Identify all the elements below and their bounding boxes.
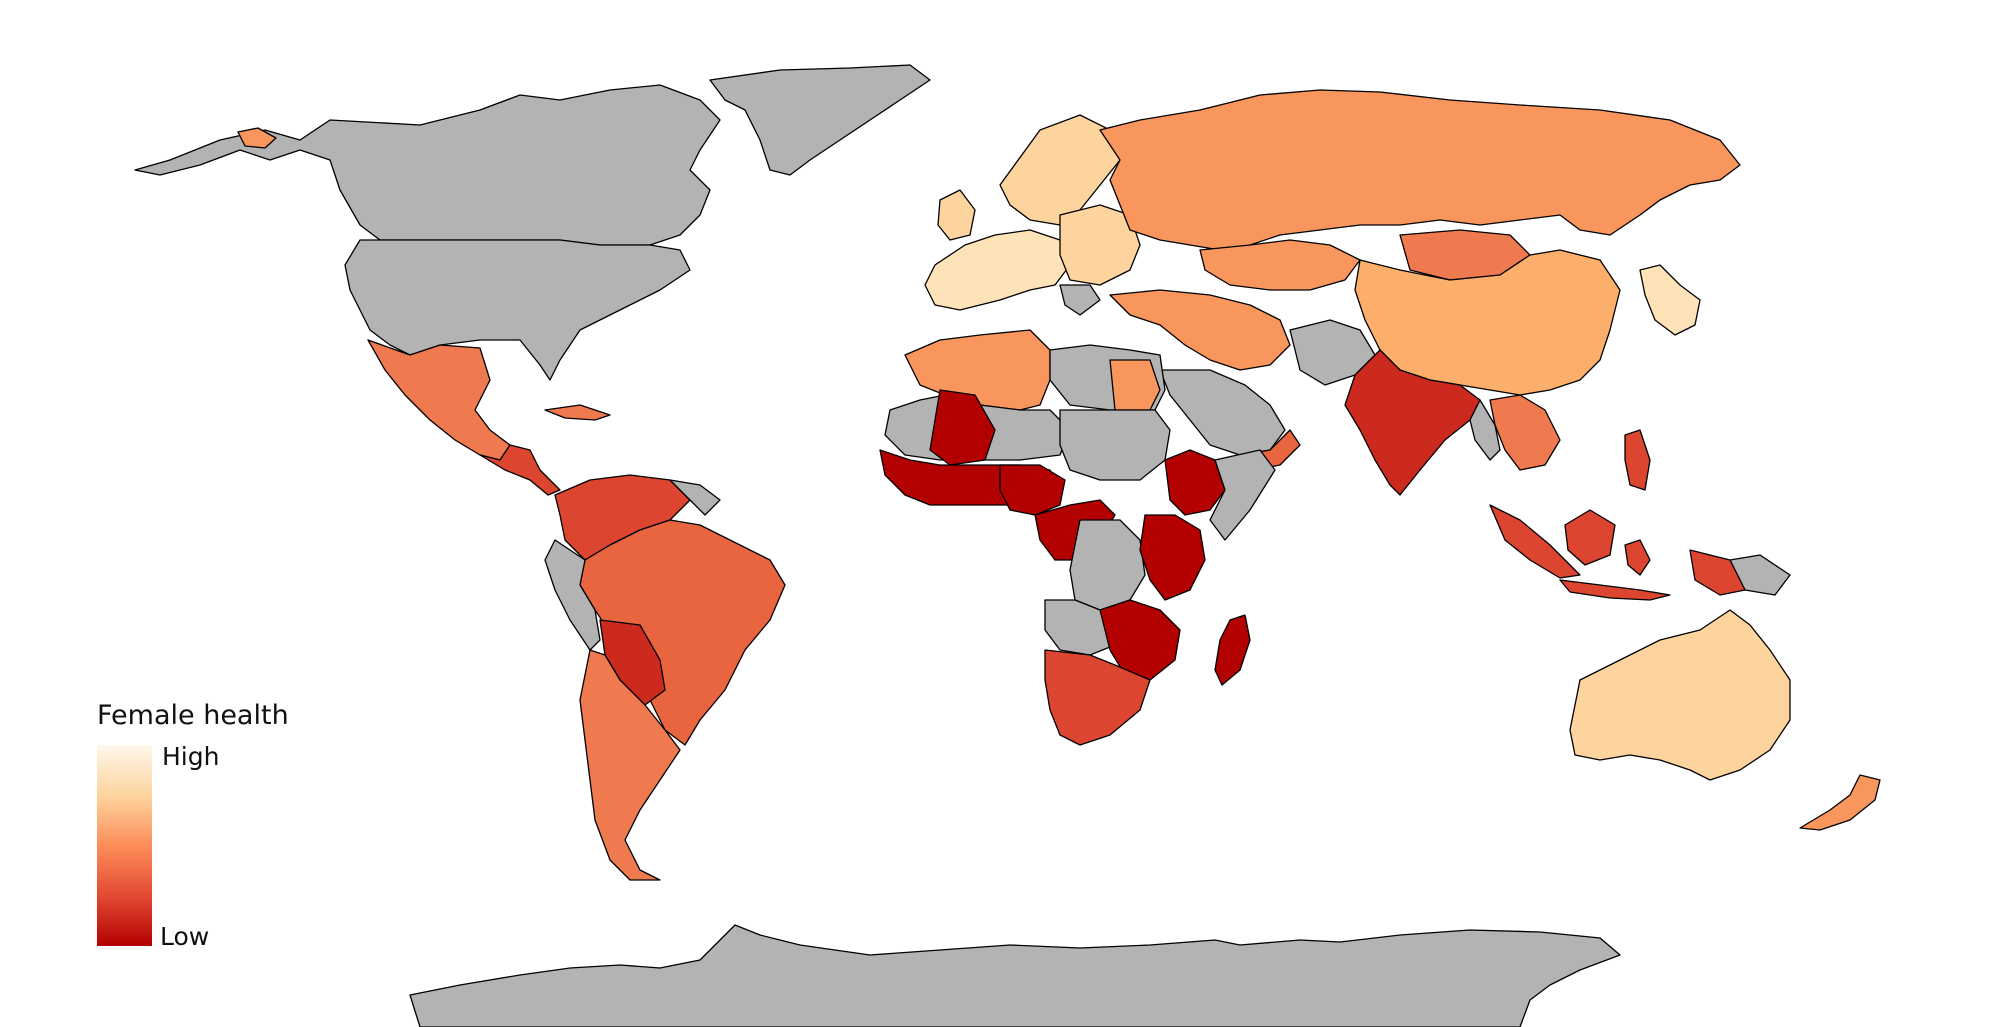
region-somalia: [1209, 449, 1276, 541]
region-alaska-greenish: [237, 127, 277, 149]
region-cuba: [544, 404, 611, 421]
region-australia: [1569, 609, 1791, 781]
region-arabia: [1159, 369, 1286, 456]
region-uk-ireland: [937, 189, 976, 241]
legend-low-label: Low: [160, 922, 210, 951]
region-russia: [1099, 89, 1741, 251]
region-argentina-chile: [579, 649, 681, 881]
region-greenland: [709, 64, 931, 176]
region-southern-africa: [1044, 649, 1151, 746]
region-drc: [1069, 519, 1146, 611]
region-kazakhstan: [1199, 239, 1361, 291]
region-canada: [134, 84, 721, 246]
region-balkans: [1059, 284, 1101, 316]
region-southern-central: [1099, 599, 1181, 681]
region-korea-japan: [1639, 264, 1701, 336]
region-java-islands: [1559, 579, 1671, 601]
region-usa: [344, 239, 691, 381]
region-indonesia-west: [1489, 504, 1581, 579]
region-new-zealand: [1799, 774, 1881, 831]
region-philippines: [1624, 429, 1651, 491]
region-western-europe: [924, 229, 1071, 311]
region-sudan-chad: [1059, 409, 1171, 481]
region-borneo: [1564, 509, 1616, 566]
region-madagascar: [1214, 614, 1251, 686]
region-egypt: [1109, 359, 1161, 411]
legend-title: Female health: [97, 700, 289, 731]
region-sulawesi: [1624, 539, 1651, 576]
region-mexico: [367, 339, 511, 461]
region-central-america: [479, 444, 561, 496]
region-ethiopia: [1164, 449, 1226, 516]
region-guianas: [669, 479, 721, 516]
region-southeast-asia: [1489, 394, 1561, 471]
region-antarctica: [409, 924, 1621, 1027]
region-myanmar: [1469, 399, 1501, 461]
region-nigeria: [999, 464, 1066, 516]
region-new-guinea-indonesia: [1689, 549, 1746, 596]
legend-high-label: High: [162, 742, 220, 771]
region-east-africa: [1139, 514, 1206, 601]
region-scandinavia: [999, 114, 1121, 226]
legend-color-bar: [97, 745, 152, 946]
region-peru-ecuador: [544, 539, 601, 651]
region-india: [1344, 349, 1481, 496]
region-mali: [929, 389, 996, 466]
region-turkey-iran: [1109, 289, 1291, 371]
region-eastern-europe: [1059, 204, 1141, 286]
